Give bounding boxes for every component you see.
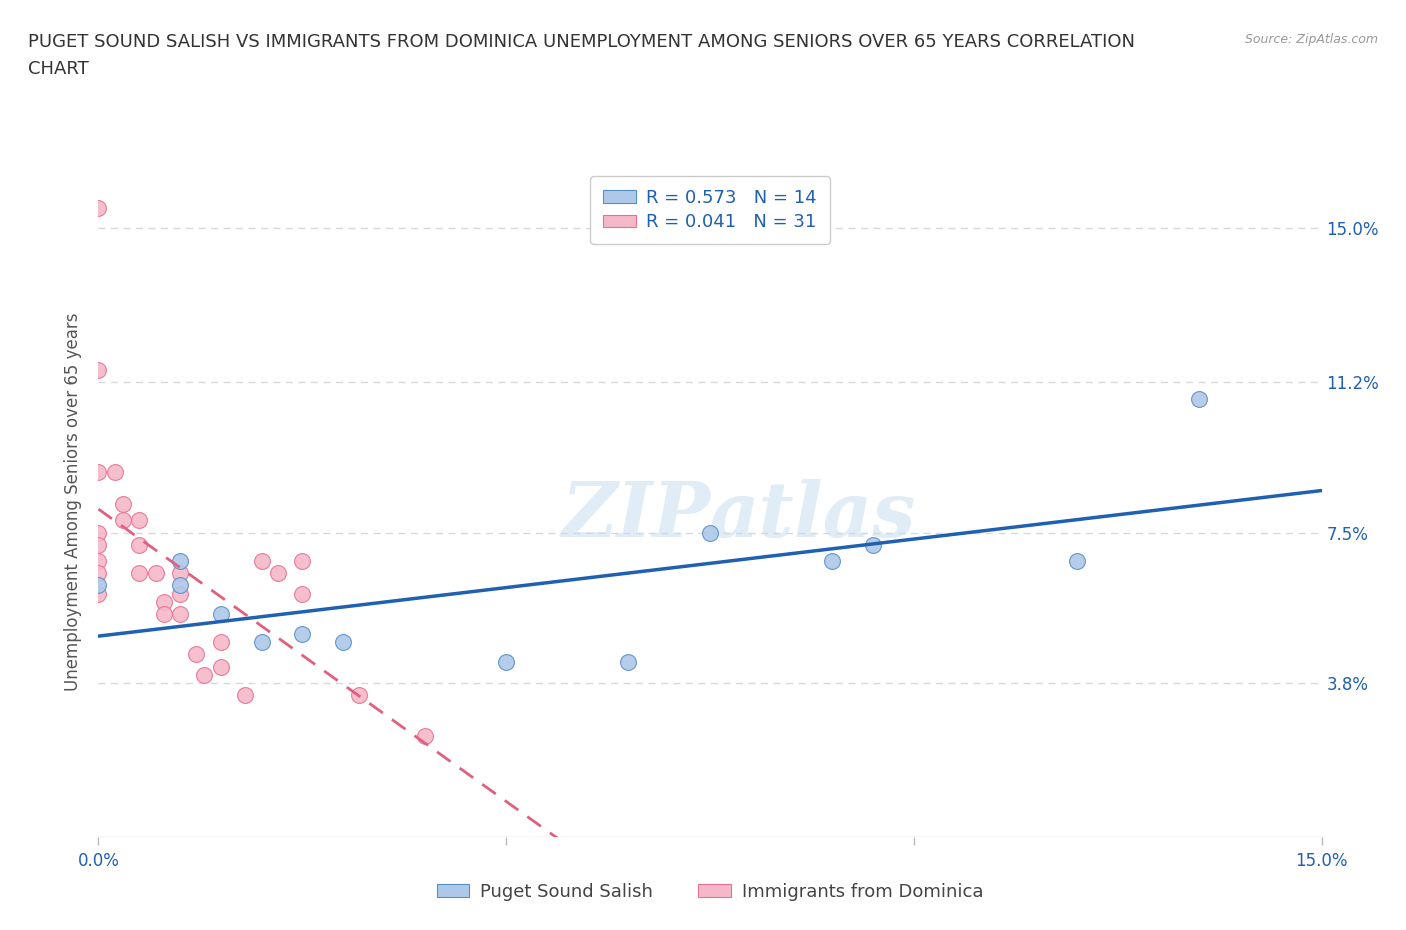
Point [169,578,191,592]
Text: CHART: CHART [28,60,89,78]
Point [250,635,273,650]
Point [862,538,884,552]
Point [209,606,232,621]
Point [169,565,191,580]
Point [267,565,290,580]
Point [233,687,256,702]
Point [291,553,314,568]
Point [111,497,134,512]
Point [87,464,110,479]
Text: Source: ZipAtlas.com: Source: ZipAtlas.com [1244,33,1378,46]
Y-axis label: Unemployment Among Seniors over 65 years: Unemployment Among Seniors over 65 years [65,313,83,691]
Point [87,525,110,540]
Text: PUGET SOUND SALISH VS IMMIGRANTS FROM DOMINICA UNEMPLOYMENT AMONG SENIORS OVER 6: PUGET SOUND SALISH VS IMMIGRANTS FROM DO… [28,33,1135,50]
Point [87,578,110,592]
Point [209,659,232,674]
Point [495,655,517,670]
Text: 0.0%: 0.0% [77,852,120,870]
Legend: Puget Sound Salish, Immigrants from Dominica: Puget Sound Salish, Immigrants from Domi… [430,876,990,909]
Point [87,565,110,580]
Point [87,538,110,552]
Point [104,464,127,479]
Text: ZIP: ZIP [561,479,710,552]
Point [349,687,371,702]
Point [87,553,110,568]
Point [1188,392,1211,406]
Point [169,606,191,621]
Point [332,635,354,650]
Point [250,553,273,568]
Point [617,655,640,670]
Point [128,538,150,552]
Point [87,363,110,378]
Point [169,586,191,601]
Text: atlas: atlas [710,479,917,552]
Point [128,513,150,528]
Point [821,553,844,568]
Text: 15.0%: 15.0% [1295,852,1348,870]
Point [145,565,167,580]
Point [291,586,314,601]
Point [186,647,208,662]
Point [152,606,174,621]
Point [87,201,110,216]
Point [413,728,436,743]
Point [169,553,191,568]
Point [128,565,150,580]
Point [291,627,314,642]
Point [152,594,174,609]
Point [111,513,134,528]
Point [209,635,232,650]
Point [193,667,215,682]
Point [87,586,110,601]
Point [699,525,721,540]
Point [1066,553,1088,568]
